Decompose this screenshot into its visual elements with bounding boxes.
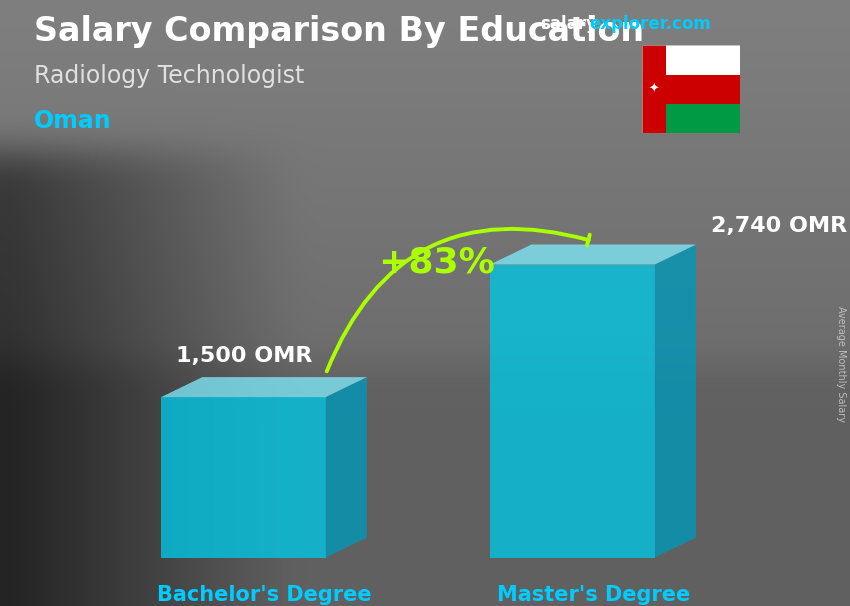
Text: Oman: Oman bbox=[34, 109, 111, 133]
Text: 2,740 OMR: 2,740 OMR bbox=[711, 216, 847, 236]
Bar bbox=[642, 45, 666, 133]
Text: +83%: +83% bbox=[378, 245, 496, 280]
Text: Master's Degree: Master's Degree bbox=[496, 585, 689, 605]
Text: ✦: ✦ bbox=[649, 83, 660, 96]
Text: Bachelor's Degree: Bachelor's Degree bbox=[156, 585, 371, 605]
Polygon shape bbox=[162, 397, 326, 558]
Polygon shape bbox=[490, 244, 696, 264]
Polygon shape bbox=[162, 377, 367, 397]
Polygon shape bbox=[326, 377, 367, 558]
Text: Average Monthly Salary: Average Monthly Salary bbox=[836, 305, 846, 422]
Bar bbox=[666, 45, 740, 75]
Bar bbox=[666, 75, 740, 104]
Text: Salary Comparison By Education: Salary Comparison By Education bbox=[34, 15, 644, 48]
Polygon shape bbox=[490, 264, 654, 558]
Bar bbox=[666, 104, 740, 133]
Text: 1,500 OMR: 1,500 OMR bbox=[176, 347, 313, 367]
Text: Radiology Technologist: Radiology Technologist bbox=[34, 64, 304, 88]
Text: salary: salary bbox=[540, 15, 597, 33]
Text: explorer.com: explorer.com bbox=[589, 15, 711, 33]
Polygon shape bbox=[654, 244, 696, 558]
